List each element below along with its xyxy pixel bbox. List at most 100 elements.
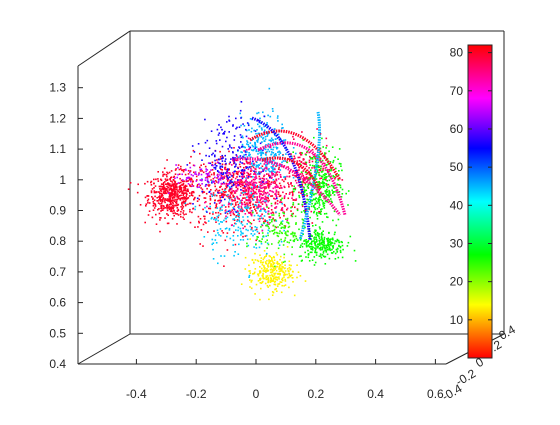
data-point	[295, 170, 298, 173]
data-point	[284, 260, 286, 263]
data-point	[274, 268, 277, 270]
data-point	[160, 217, 162, 219]
data-point	[320, 185, 323, 188]
data-point	[179, 198, 181, 200]
data-point	[258, 201, 260, 204]
data-point	[221, 173, 223, 176]
data-point	[166, 171, 168, 174]
data-point	[320, 165, 322, 168]
data-point	[301, 225, 304, 228]
data-point	[226, 171, 228, 173]
data-point	[331, 201, 333, 204]
data-point	[226, 249, 229, 251]
data-point	[173, 214, 175, 217]
data-point	[214, 206, 217, 209]
data-point	[242, 239, 245, 241]
data-point	[280, 222, 282, 225]
data-point	[277, 115, 279, 117]
data-point	[254, 143, 256, 146]
data-point	[275, 206, 278, 208]
data-point	[311, 251, 313, 254]
data-point	[255, 243, 257, 246]
data-point	[272, 212, 275, 214]
data-point	[289, 268, 291, 271]
data-point	[267, 173, 270, 175]
data-point	[278, 171, 281, 174]
data-point	[202, 171, 205, 174]
data-point	[239, 210, 242, 212]
data-point	[292, 193, 294, 196]
data-point	[251, 144, 254, 147]
data-point	[293, 234, 296, 236]
data-point	[247, 143, 250, 146]
data-point	[266, 247, 268, 249]
data-point	[272, 166, 274, 169]
data-point	[315, 254, 318, 256]
data-point	[164, 178, 167, 180]
data-point	[284, 270, 287, 272]
data-point	[283, 203, 286, 206]
data-point	[228, 183, 230, 185]
data-point	[284, 280, 287, 282]
data-point	[240, 171, 243, 173]
data-point	[179, 195, 181, 197]
data-point	[265, 278, 268, 281]
data-point	[200, 229, 203, 231]
data-point	[273, 231, 276, 234]
data-point	[285, 153, 287, 155]
data-point	[175, 202, 178, 204]
data-point	[206, 187, 208, 190]
data-point	[325, 238, 328, 240]
data-point	[170, 203, 172, 205]
data-point	[291, 233, 293, 235]
data-point	[302, 174, 304, 177]
data-point	[228, 144, 231, 146]
data-point	[279, 165, 282, 167]
data-point	[324, 255, 327, 258]
data-point	[229, 203, 231, 205]
data-point	[274, 186, 276, 189]
data-point	[263, 200, 265, 202]
data-point	[325, 184, 328, 187]
data-point	[283, 196, 286, 198]
data-point	[236, 219, 239, 221]
data-point	[225, 220, 228, 223]
data-point	[279, 265, 281, 267]
data-point	[238, 146, 240, 148]
data-point	[307, 177, 310, 179]
data-point	[307, 256, 310, 259]
data-point	[166, 159, 168, 161]
data-point	[321, 248, 324, 251]
data-point	[215, 203, 218, 205]
data-point	[224, 130, 226, 133]
data-point	[308, 151, 311, 154]
data-point	[269, 230, 271, 233]
data-point	[278, 214, 280, 217]
data-point	[257, 199, 259, 201]
data-point	[241, 184, 244, 187]
data-point	[229, 211, 231, 213]
data-point	[270, 195, 272, 197]
data-point	[325, 246, 328, 248]
data-point	[285, 193, 287, 195]
data-point	[337, 239, 340, 242]
data-point	[221, 163, 224, 166]
data-point	[237, 167, 239, 170]
data-point	[305, 177, 307, 179]
data-point	[162, 183, 164, 185]
data-point	[274, 288, 276, 291]
data-point	[244, 203, 247, 205]
data-point	[301, 203, 303, 206]
data-point	[284, 225, 287, 227]
data-point	[280, 270, 283, 272]
data-point	[261, 177, 264, 180]
data-point	[220, 199, 223, 202]
data-point	[209, 197, 212, 200]
data-point	[325, 147, 327, 149]
data-point	[251, 169, 253, 172]
data-point	[250, 195, 252, 198]
data-point	[288, 241, 290, 244]
data-point	[319, 248, 322, 251]
data-point	[334, 258, 337, 260]
data-point	[237, 197, 239, 200]
